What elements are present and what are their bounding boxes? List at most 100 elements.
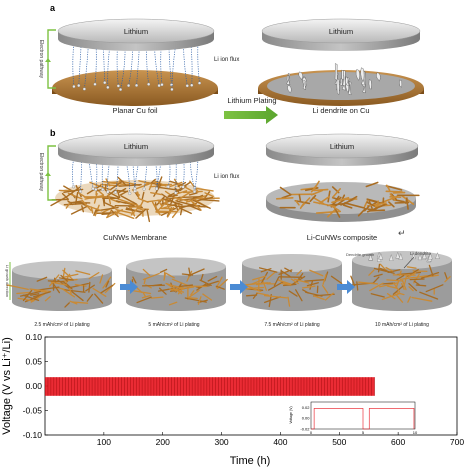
- x-tick-label: 200: [156, 437, 170, 447]
- li-ion-dot: [106, 86, 109, 89]
- li-lithium-disk-b-right: Lithium: [266, 134, 418, 166]
- dendrite: [337, 79, 339, 95]
- dendrite: [342, 70, 344, 80]
- electron-pathway-b: Electron pathway: [38, 146, 56, 200]
- inset-x-tick-label: 10: [413, 430, 418, 435]
- lithium-disk-a-right: Lithium: [262, 19, 420, 51]
- li-ion-dot: [158, 84, 161, 87]
- planar-cu-foil-caption: Planar Cu foil: [112, 106, 157, 115]
- electron-pathway-a: Electron pathway: [38, 30, 56, 88]
- electron-pathway-label-a: Electron pathway: [38, 40, 44, 79]
- plating-stage-3: [240, 254, 342, 311]
- inset-x-tick-label: 0: [310, 430, 313, 435]
- li-ion-dot: [198, 82, 201, 85]
- li-ion-dot: [127, 84, 130, 87]
- li-ion-dot: [161, 83, 164, 86]
- x-tick-label: 300: [214, 437, 228, 447]
- li-ion-dot: [174, 192, 177, 195]
- nanowire: [357, 282, 358, 290]
- inset-x-tick-label: 5: [362, 430, 365, 435]
- li-cunws-composite-caption: Li-CuNWs composite: [307, 233, 377, 242]
- stage-caption-4: 10 mAh/cm² of Li plating: [375, 322, 429, 328]
- li-ion-dot: [190, 84, 193, 87]
- nanowire: [277, 198, 293, 199]
- nanowire: [143, 285, 165, 286]
- dendrite: [369, 80, 372, 90]
- x-tick-label: 700: [450, 437, 464, 447]
- inset-y-tick-label: 0.00: [302, 416, 311, 421]
- li-ion-dot: [155, 187, 158, 190]
- stage-caption-2: 5 mAh/cm² of Li plating: [148, 322, 199, 328]
- y-tick-label: 0.05: [25, 357, 42, 367]
- lithium-label-b-left: Lithium: [124, 142, 148, 151]
- x-axis-label: Time (h): [230, 455, 271, 467]
- li-ion-flux-label-b: Li ion flux: [214, 174, 239, 180]
- cunws-membrane-caption: CuNWs Membrane: [103, 233, 167, 242]
- y-axis-label: Voltage (V vs Li⁺/Li): [1, 337, 13, 435]
- nanowire: [383, 283, 395, 284]
- plating-stage-2: [126, 258, 227, 312]
- li-ion-dot: [170, 83, 173, 86]
- inset-y-tick-label: 0.02: [302, 405, 311, 410]
- lithium-label-a-left: Lithium: [124, 27, 148, 36]
- li-ion-dot: [103, 81, 106, 84]
- planar-cu-foil: [52, 70, 218, 106]
- panel-b: b Lithium Electron pathway Li ion flux C…: [38, 128, 419, 242]
- nanowire: [48, 281, 63, 282]
- nanowire: [386, 191, 402, 192]
- li-ion-dot: [79, 190, 82, 193]
- li-top: [242, 254, 342, 272]
- growth-direction: Li growth direction: [5, 262, 10, 300]
- li-ion-dot: [147, 83, 150, 86]
- nanowire: [299, 195, 300, 201]
- nanowire: [109, 182, 121, 183]
- inset-y-tick-label: -0.02: [300, 427, 310, 432]
- li-ion-dot: [186, 84, 189, 87]
- x-tick-label: 600: [391, 437, 405, 447]
- li-dendrite-caption: Li dendrite on Cu: [312, 106, 369, 115]
- li-ion-dot: [94, 83, 97, 86]
- x-tick-label: 500: [332, 437, 346, 447]
- li-ion-dot: [171, 88, 174, 91]
- inset-y-axis-label: Voltage (V): [289, 406, 293, 423]
- li-ion-dot: [73, 85, 76, 88]
- li-ion-dot: [92, 187, 95, 190]
- li-ion-dot: [72, 185, 75, 188]
- panel-a-letter: a: [50, 3, 56, 13]
- lithium-disk-b-left: Lithium: [58, 134, 214, 166]
- li-ion-dot: [135, 84, 138, 87]
- li-ion-dot: [119, 88, 122, 91]
- voltage-series: [45, 377, 375, 396]
- flux-line: [72, 157, 74, 187]
- nanowire: [69, 202, 90, 203]
- li-ion-dot: [182, 186, 185, 189]
- nanowire: [370, 210, 384, 211]
- y-tick-label: -0.10: [23, 430, 43, 440]
- nanowire: [189, 298, 198, 299]
- li-ion-dot: [133, 187, 136, 190]
- li-cunws-composite: [266, 181, 419, 222]
- x-tick-label: 400: [273, 437, 287, 447]
- panel-b-letter: b: [50, 128, 56, 138]
- li-ion-dot: [114, 191, 117, 194]
- li-ion-dot: [77, 84, 80, 87]
- y-tick-label: 0.10: [25, 332, 42, 342]
- dendrite: [399, 80, 401, 87]
- lithium-label-b-right: Lithium: [330, 142, 354, 151]
- li-dendrite-cu-plate: [258, 70, 424, 106]
- li-ion-dot: [193, 190, 196, 193]
- li-ion-dot: [83, 88, 86, 91]
- lithium-label-a-right: Lithium: [329, 27, 353, 36]
- li-ion-dot: [101, 188, 104, 191]
- li-ion-dot: [94, 188, 97, 191]
- electron-pathway-label-b: Electron pathway: [38, 153, 44, 192]
- li-ion-dot: [167, 185, 170, 188]
- stage-caption-1: 2.5 mAh/cm² of Li plating: [34, 322, 90, 328]
- panel-a: a Lithium Electron pathway Li ion flux P…: [38, 3, 424, 124]
- return-mark: ↵: [398, 228, 406, 238]
- li-ion-flux-label-a: Li ion flux: [214, 57, 239, 63]
